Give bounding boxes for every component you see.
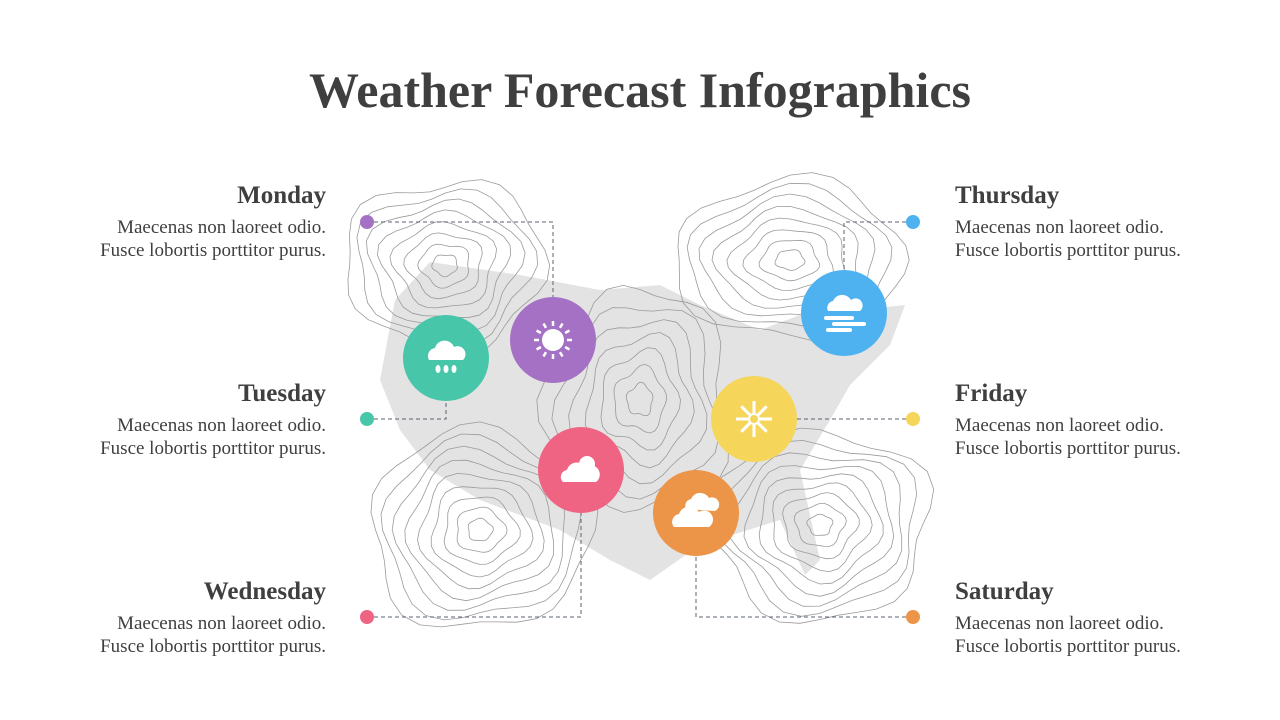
connector-dot (360, 610, 374, 624)
contour (370, 421, 599, 628)
connector-dot (360, 412, 374, 426)
contour (376, 209, 512, 319)
cloud-icon (560, 462, 600, 482)
day-description: Fusce lobortis porttitor purus. (100, 240, 326, 261)
contour (584, 332, 695, 469)
rain-drop (435, 365, 441, 373)
contour (389, 221, 498, 309)
day-description: Fusce lobortis porttitor purus. (955, 636, 1181, 657)
contour (743, 465, 895, 597)
cloud-icon (672, 506, 714, 527)
contour (456, 506, 508, 553)
contour (417, 243, 470, 289)
day-label: Tuesday (238, 380, 327, 407)
connector (367, 513, 582, 618)
sun-ray (542, 322, 548, 329)
weather-badge (510, 297, 596, 383)
sun-icon (542, 329, 564, 351)
connector-dot (906, 215, 920, 229)
contour (758, 473, 884, 585)
sun-ray (564, 329, 571, 335)
weather-badge (403, 315, 489, 401)
connector-dot (906, 412, 920, 426)
rain-cloud-icon (427, 340, 466, 360)
day-label: Wednesday (204, 578, 327, 605)
connector (843, 221, 913, 270)
contour (380, 433, 582, 621)
sun-ray (558, 322, 564, 329)
sun-ray (558, 351, 564, 358)
contour (806, 513, 834, 536)
contour (467, 517, 494, 542)
contour (772, 482, 873, 573)
contour (774, 249, 806, 271)
day-description: Maecenas non laoreet odio. (117, 613, 326, 634)
contour (758, 239, 820, 282)
contour (347, 179, 551, 360)
weather-badge (653, 470, 739, 556)
contour (391, 445, 565, 611)
contour (404, 459, 554, 602)
contour (403, 232, 483, 300)
sun-ray (535, 345, 542, 351)
cloud-icon (827, 294, 863, 311)
contour (742, 229, 834, 291)
connector (367, 401, 447, 420)
day-label: Friday (955, 380, 1028, 407)
day-label: Monday (237, 182, 326, 209)
cloud-icon (685, 492, 720, 511)
sun-ray (564, 345, 571, 351)
contour (625, 381, 654, 417)
weather-circle (801, 270, 887, 356)
fog-line (826, 328, 852, 332)
sun-ray (535, 329, 542, 335)
rain-drop (443, 365, 449, 373)
day-description: Fusce lobortis porttitor purus. (955, 240, 1181, 261)
contour (782, 492, 860, 560)
contour (365, 198, 526, 332)
day-description: Maecenas non laoreet odio. (117, 217, 326, 238)
day-description: Maecenas non laoreet odio. (955, 217, 1164, 238)
day-description: Fusce lobortis porttitor purus. (955, 438, 1181, 459)
weather-badge (711, 376, 797, 462)
contour (430, 486, 534, 578)
contour (417, 472, 545, 590)
snow-center (748, 413, 760, 425)
day-label: Saturday (955, 578, 1054, 605)
day-description: Fusce lobortis porttitor purus. (100, 438, 326, 459)
contour (568, 319, 708, 485)
rain-drop (451, 365, 457, 373)
day-label: Thursday (955, 182, 1060, 209)
title: Weather Forecast Infographics (309, 62, 971, 118)
contour (431, 254, 458, 278)
weather-badge (538, 427, 624, 513)
connector (695, 556, 913, 618)
contour (613, 363, 667, 434)
connector (367, 221, 554, 297)
contour (443, 496, 521, 565)
day-description: Maecenas non laoreet odio. (117, 415, 326, 436)
contour (356, 188, 539, 347)
contour (793, 503, 847, 547)
fog-line (832, 322, 866, 326)
connector-dot (906, 610, 920, 624)
connector-dot (360, 215, 374, 229)
contour (600, 347, 681, 451)
weather-badge (801, 270, 887, 356)
fog-line (824, 316, 854, 320)
day-description: Maecenas non laoreet odio. (955, 415, 1164, 436)
day-description: Fusce lobortis porttitor purus. (100, 636, 326, 657)
day-description: Maecenas non laoreet odio. (955, 613, 1164, 634)
sun-ray (542, 351, 548, 358)
